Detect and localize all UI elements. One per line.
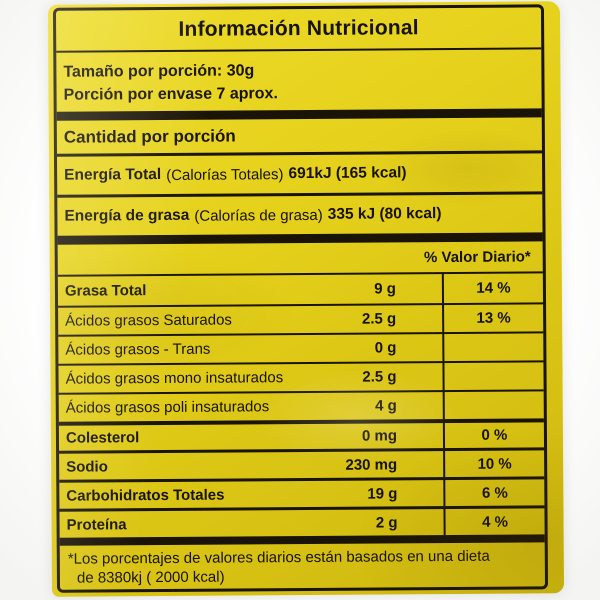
- energy-total-paren: (Calorías Totales): [166, 165, 284, 184]
- nutrient-amount: 9 g: [374, 280, 396, 298]
- nutrient-name: Grasa Total: [64, 282, 147, 300]
- energy-total-value: 691kJ (165 kcal): [288, 164, 407, 183]
- energy-fat-name: Energía de grasa: [64, 206, 190, 225]
- nutrient-amount: 2 g: [375, 513, 398, 532]
- nutrient-dv: [442, 362, 544, 391]
- table-row-carbohidratos: Carbohidratos Totales 19 g 6 %: [59, 476, 545, 509]
- nutrient-name: Ácidos grasos poli insaturados: [65, 398, 270, 417]
- nutrient-dv: 6 %: [443, 479, 545, 507]
- daily-value-header: % Valor Diario*: [58, 241, 543, 274]
- footnote: *Los porcentajes de valores diarios está…: [60, 542, 545, 589]
- nutrient-dv: 10 %: [443, 450, 545, 478]
- table-row-grasa-total: Grasa Total 9 g 14 %: [58, 273, 544, 305]
- nutrient-name: Carbohidratos Totales: [66, 486, 225, 505]
- nutrient-dv: 4 %: [443, 508, 545, 536]
- amount-per-serving-header: Cantidad por porción: [56, 117, 542, 157]
- energy-total-row: Energía Total (Calorías Totales) 691kJ (…: [57, 153, 543, 198]
- nutrient-dv: 0 %: [442, 422, 545, 449]
- nutrient-amount: 19 g: [367, 484, 398, 503]
- label-title-section: Información Nutricional: [55, 7, 542, 53]
- nutrient-name: Ácidos grasos Saturados: [65, 311, 232, 330]
- servings-per-container: Porción por envase 7 aprox.: [63, 85, 278, 104]
- nutrient-dv: [442, 391, 544, 420]
- nutrient-amount: 4 g: [375, 397, 397, 415]
- nutrient-dv: 14 %: [441, 273, 544, 304]
- nutrient-name: Proteína: [66, 515, 127, 534]
- nutrient-dv: 13 %: [442, 304, 544, 333]
- nutrient-amount: 230 mg: [345, 455, 398, 474]
- footnote-line2: de 8380kj ( 2000 kcal): [76, 568, 225, 587]
- table-row-poliinsaturados: Ácidos grasos poli insaturados 4 g: [58, 389, 544, 422]
- page-title: Información Nutricional: [178, 16, 419, 41]
- nutrient-amount: 2.5 g: [362, 368, 397, 386]
- energy-fat-row: Energía de grasa (Calorías de grasa) 335…: [57, 194, 542, 235]
- energy-total-name: Energía Total: [64, 166, 162, 184]
- nutrient-dv: [442, 333, 544, 362]
- nutrient-amount: 0 mg: [361, 427, 398, 445]
- nutrient-name: Ácidos grasos - Trans: [65, 340, 211, 359]
- nutrient-name: Sodio: [66, 457, 108, 476]
- serving-size: Tamaño por porción: 30g: [63, 62, 255, 81]
- energy-fat-paren: (Calorías de grasa): [194, 206, 323, 225]
- table-row-saturados: Ácidos grasos Saturados 2.5 g 13 %: [58, 302, 544, 335]
- snack-bag-background: Información Nutricional Tamaño por porci…: [47, 1, 565, 597]
- nutrient-amount: 2.5 g: [361, 310, 397, 328]
- table-row-sodio: Sodio 230 mg 10 %: [59, 447, 545, 480]
- amount-per-serving-label: Cantidad por porción: [63, 125, 236, 147]
- table-row-colesterol: Colesterol 0 mg 0 %: [58, 418, 545, 451]
- nutrient-name: Ácidos grasos mono insaturados: [65, 369, 284, 388]
- footnote-line1: *Los porcentajes de valores diarios está…: [67, 547, 490, 568]
- daily-value-header-label: % Valor Diario*: [423, 247, 531, 266]
- table-row-proteina: Proteína 2 g 4 %: [59, 505, 545, 538]
- nutrient-table: Grasa Total 9 g 14 % Ácidos grasos Satur…: [57, 271, 545, 538]
- nutrient-amount: 0 g: [374, 339, 397, 357]
- nutrient-name: Colesterol: [65, 429, 140, 447]
- nutrition-label: Información Nutricional Tamaño por porci…: [52, 4, 549, 593]
- table-row-monoinsaturados: Ácidos grasos mono insaturados 2.5 g: [58, 360, 544, 393]
- table-row-trans: Ácidos grasos - Trans 0 g: [58, 331, 544, 364]
- serving-info: Tamaño por porción: 30g Porción por enva…: [56, 49, 541, 111]
- energy-fat-value: 335 kJ (80 kcal): [327, 205, 442, 223]
